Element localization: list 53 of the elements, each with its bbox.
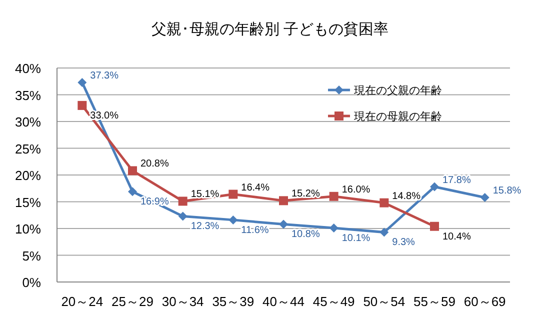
legend-label: 現在の父親の年齢 — [354, 84, 442, 97]
point — [128, 187, 137, 196]
data-label: 10.4% — [442, 231, 471, 242]
point — [228, 215, 238, 224]
y-tick-label: 20% — [14, 168, 42, 183]
point — [78, 100, 87, 110]
data-label: 11.6% — [241, 224, 269, 236]
point — [480, 192, 490, 202]
point — [178, 196, 188, 206]
point — [380, 198, 389, 208]
data-label: 10.1% — [342, 232, 370, 244]
point — [329, 223, 338, 232]
data-label: 16.4% — [241, 182, 270, 194]
x-tick-label: 45～49 — [312, 294, 355, 309]
data-label: 20.8% — [140, 158, 169, 170]
y-tick-label: 10% — [14, 222, 42, 236]
y-tick-label: 35% — [14, 88, 42, 103]
data-label: 15.2% — [292, 188, 320, 200]
data-label: 15.1% — [190, 189, 220, 200]
x-tick-label: 40～44 — [262, 294, 304, 309]
data-label: 16.0% — [342, 184, 370, 196]
y-tick-label: 0% — [22, 275, 42, 290]
point — [430, 182, 439, 192]
x-tick-label: 60～69 — [464, 294, 506, 309]
point — [78, 78, 87, 87]
chart-title: 父親･母親の年齢別 子どもの貧困率 — [151, 21, 389, 38]
x-tick-label: 35～39 — [212, 294, 254, 309]
y-tick-label: 40% — [14, 61, 42, 76]
x-tick-label: 25～29 — [112, 294, 154, 309]
point — [380, 228, 389, 237]
data-label: 15.8% — [492, 185, 522, 196]
data-label: 10.8% — [292, 229, 320, 240]
data-label: 12.3% — [190, 221, 220, 232]
x-tick-label: 55～59 — [414, 294, 456, 309]
x-tick-label: 50～54 — [363, 294, 406, 309]
point — [228, 190, 238, 199]
data-label: 37.3% — [90, 70, 119, 82]
point — [430, 222, 439, 231]
point — [279, 220, 288, 229]
point — [178, 212, 188, 221]
point — [279, 196, 288, 206]
y-tick-label: 25% — [14, 141, 42, 156]
x-tick-label: 20～24 — [61, 294, 104, 309]
point — [329, 192, 338, 201]
data-label: 14.8% — [392, 190, 421, 202]
data-label: 17.8% — [442, 174, 471, 186]
y-tick-label: 15% — [14, 194, 42, 210]
legend-label: 現在の母親の年齢 — [354, 110, 442, 123]
y-tick-label: 30% — [14, 114, 42, 130]
y-tick-label: 5% — [22, 248, 42, 264]
point — [128, 166, 137, 176]
data-label: 9.3% — [392, 237, 416, 248]
x-tick-label: 30～34 — [162, 294, 204, 309]
